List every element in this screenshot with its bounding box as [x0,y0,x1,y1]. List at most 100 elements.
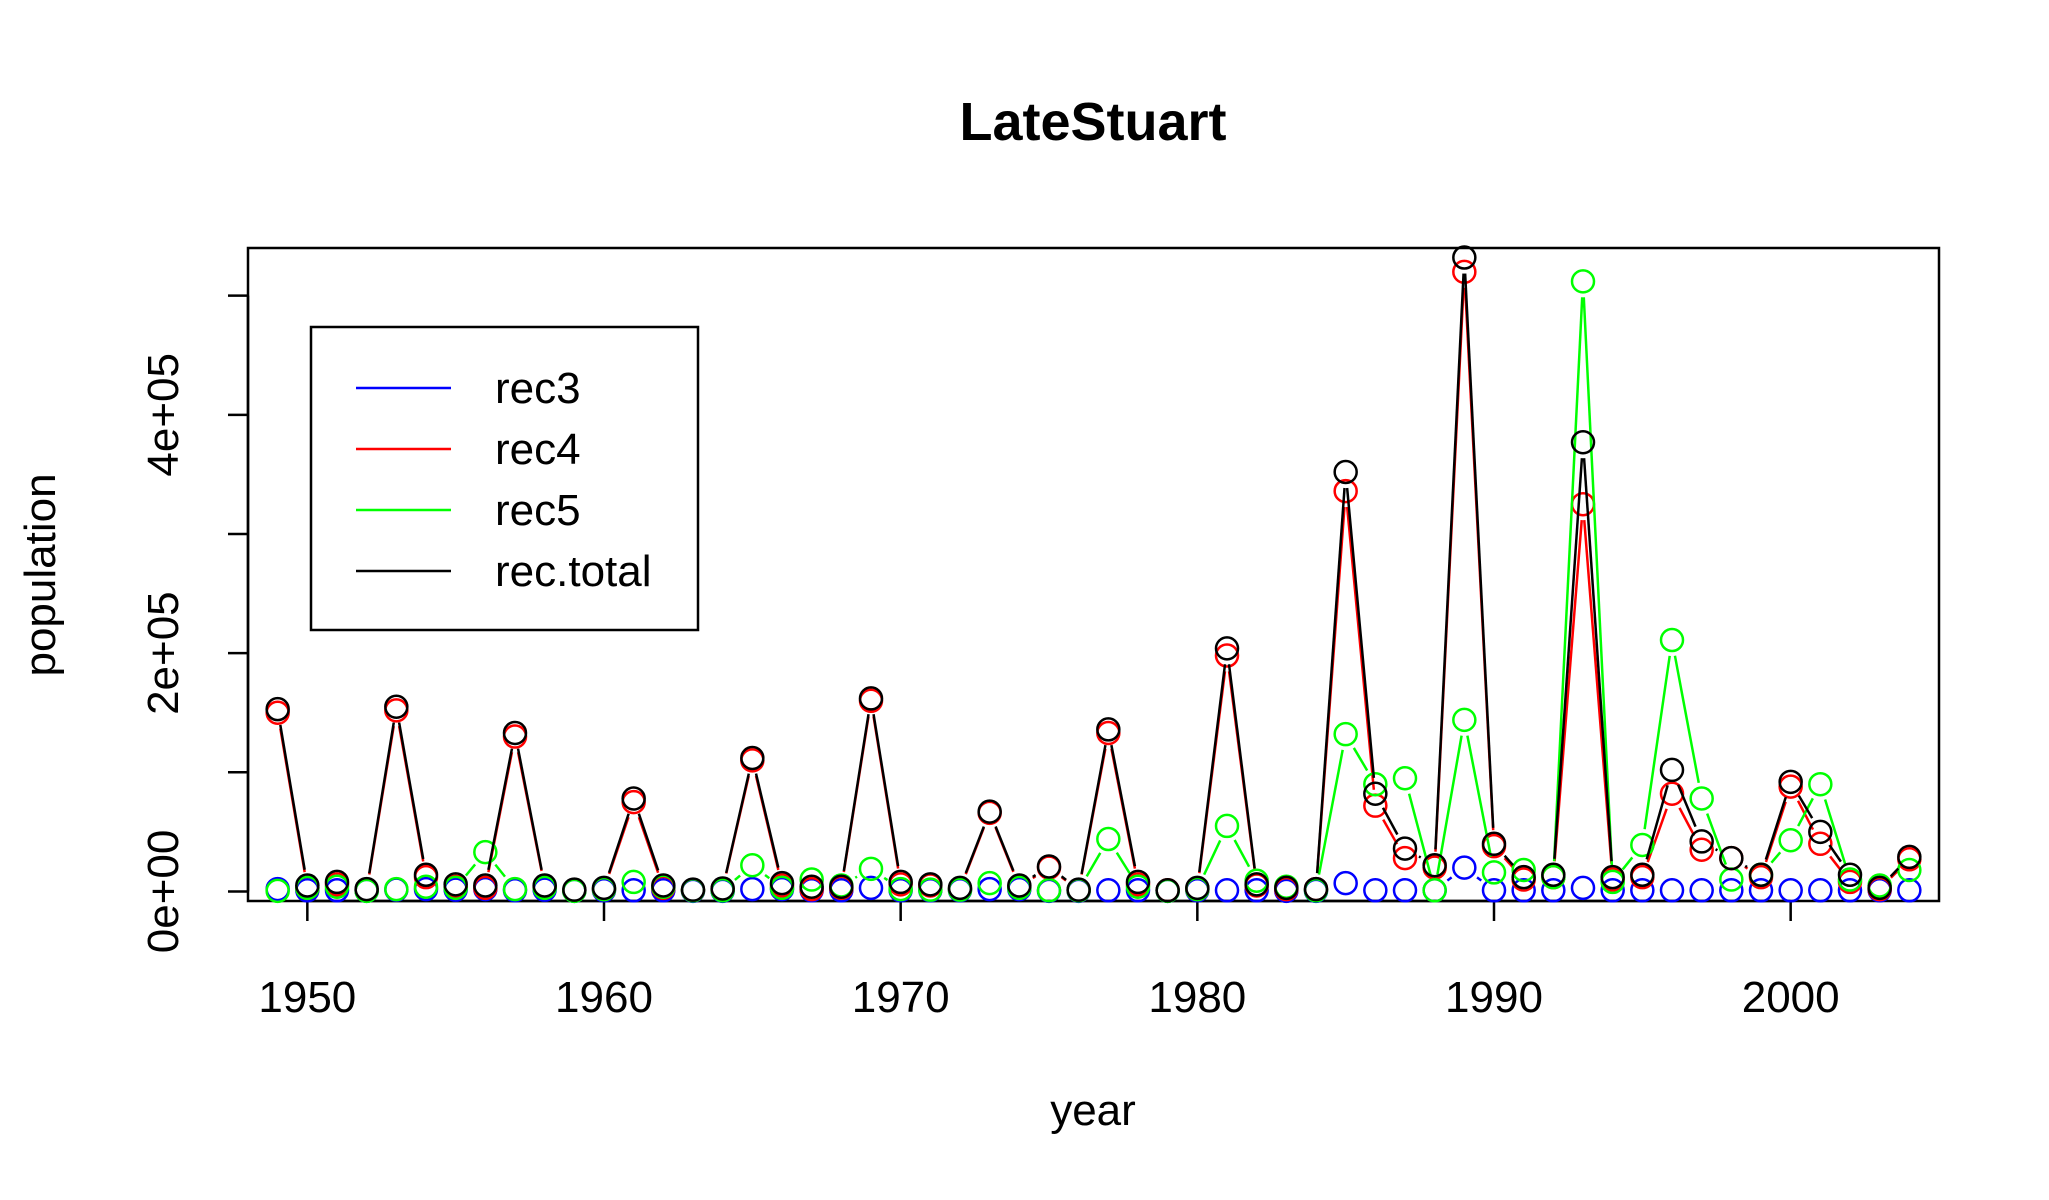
data-point [888,869,913,895]
series-segment [1233,839,1251,868]
data-point [1570,429,1596,455]
series-segment [1552,297,1584,862]
data-point [1452,855,1477,880]
data-point [799,867,824,892]
series-segment [516,748,543,871]
data-point [1659,878,1685,903]
data-point [1541,878,1566,903]
data-point [1778,878,1803,903]
series-segment [1110,744,1137,867]
data-point [502,720,528,746]
data-point [1481,860,1507,885]
series-segment [754,773,780,868]
data-point [1363,781,1388,807]
y-axis: 0e+00 2e+05 4e+05 [139,294,250,954]
legend-label: rec.total [495,547,652,596]
x-axis: 1950 1960 1970 1980 1990 2000 [258,899,1840,1022]
data-point [562,877,587,902]
series-segment [1315,487,1346,874]
data-point [1808,819,1833,845]
x-tick-label: 1950 [258,973,356,1022]
data-point [1689,878,1714,903]
data-point [1867,875,1892,901]
series-segment [1317,749,1344,875]
series-segment [368,722,395,874]
data-point [740,745,765,771]
data-point [918,872,943,897]
data-point [1274,875,1299,901]
series-rec.total [265,245,1922,903]
data-point [829,874,854,899]
series-segment [872,714,900,867]
data-point [1363,771,1388,797]
data-point [265,696,290,722]
series-segment [764,873,771,880]
series-segment [1198,664,1227,873]
data-point [799,874,824,899]
data-point [1333,721,1358,747]
x-tick-label: 2000 [1742,973,1840,1022]
x-tick-label: 1970 [852,973,950,1022]
series-segment [1645,784,1669,860]
data-point [1422,853,1447,878]
data-point [1897,878,1922,903]
data-point [1570,269,1596,294]
series-segment [1828,844,1842,863]
data-point [977,876,1002,902]
series-segment [1227,664,1256,869]
data-point [1778,827,1803,853]
series-segment [854,875,858,879]
data-point [1689,786,1714,811]
data-point [1392,836,1418,861]
series-segment [1676,784,1697,828]
series-segment [1382,818,1399,845]
data-point [710,876,735,901]
data-point [1600,864,1625,890]
data-point [384,876,409,902]
data-point [888,876,913,902]
series-segment [1797,794,1814,819]
data-point [1214,813,1240,839]
legend-label: rec5 [495,486,581,535]
series-segment [279,724,306,870]
data-point [651,873,676,898]
data-point [680,877,706,902]
data-point [473,839,498,865]
series-segment [464,863,477,877]
series-segment [1418,855,1422,859]
data-point [1036,854,1062,879]
data-point [1481,878,1507,903]
series-segment [1503,857,1514,869]
data-point [858,875,884,901]
chart-title: LateStuart [959,92,1226,152]
data-point [1719,878,1744,903]
data-point [977,870,1002,896]
data-point [1214,636,1240,661]
data-point [1541,862,1566,888]
data-point [1600,878,1625,903]
series-segment [1203,839,1222,876]
data-point [1452,245,1477,270]
data-point [1837,862,1863,888]
data-point [1748,862,1774,888]
data-point [413,874,439,899]
data-point [1155,878,1180,903]
series-segment [724,773,751,874]
series-segment [1463,273,1495,828]
series-segment [1678,807,1696,837]
data-point [1036,878,1062,903]
data-point [354,876,379,902]
data-point [1808,771,1833,797]
series-segment [964,826,986,874]
data-point [1392,878,1418,903]
series-segment [994,826,1015,872]
legend-label: rec3 [495,364,581,413]
data-point [1481,831,1507,857]
data-point [621,878,646,903]
data-point [1452,707,1477,733]
y-tick-label: 0e+00 [139,830,188,954]
data-point [947,875,973,901]
series-segment [1770,851,1782,864]
data-point [1630,878,1655,903]
data-point [769,870,795,896]
